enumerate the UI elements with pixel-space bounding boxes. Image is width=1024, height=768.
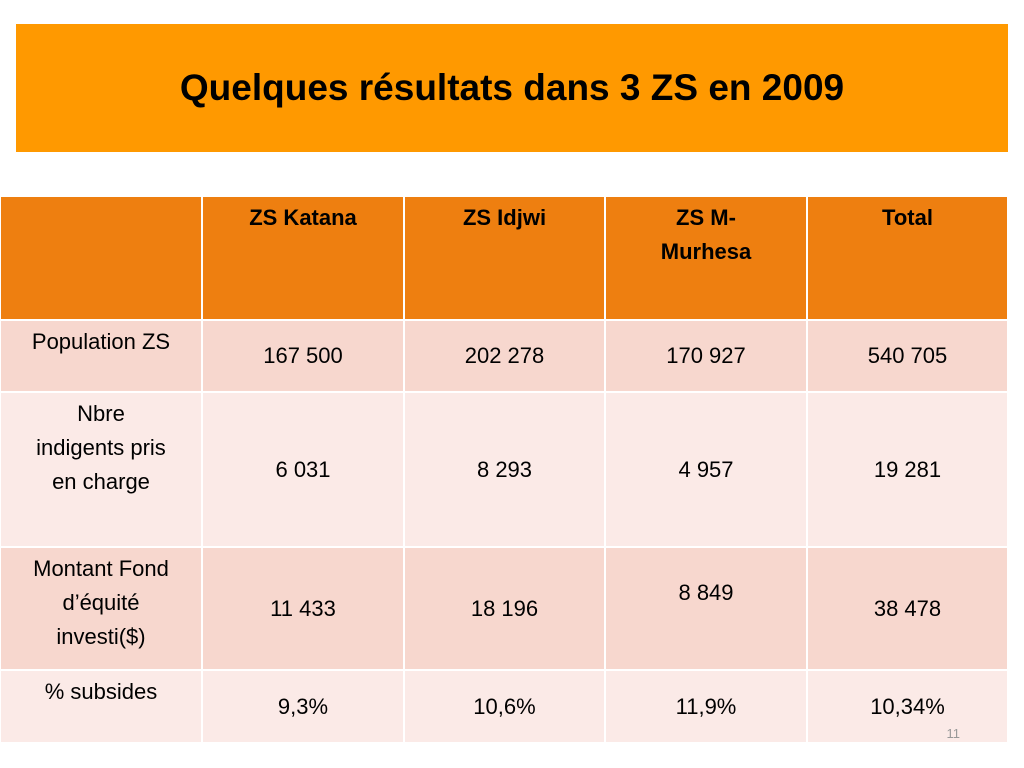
row-label: Nbre indigents pris en charge — [0, 392, 202, 547]
header-cell: Total — [807, 196, 1008, 320]
table-cell: 8 849 — [605, 547, 807, 670]
table-cell: 6 031 — [202, 392, 404, 547]
table-cell: 19 281 — [807, 392, 1008, 547]
title-banner: Quelques résultats dans 3 ZS en 2009 — [16, 24, 1008, 152]
table-cell: 10,6% — [404, 670, 605, 743]
table-cell: 167 500 — [202, 320, 404, 392]
row-label: Montant Fond d’équité investi($) — [0, 547, 202, 670]
table-cell: 202 278 — [404, 320, 605, 392]
results-table: ZS Katana ZS Idjwi ZS M- Murhesa Total Popul… — [0, 196, 1008, 743]
header-cell: ZS Katana — [202, 196, 404, 320]
slide-title: Quelques résultats dans 3 ZS en 2009 — [179, 67, 845, 108]
header-cell: ZS Idjwi — [404, 196, 605, 320]
table-cell: 38 478 — [807, 547, 1008, 670]
row-label: % subsides — [0, 670, 202, 743]
table-cell: 11 433 — [202, 547, 404, 670]
table-cell: 170 927 — [605, 320, 807, 392]
table-cell: 4 957 — [605, 392, 807, 547]
table-cell: 8 293 — [404, 392, 605, 547]
header-cell — [0, 196, 202, 320]
table-cell: 18 196 — [404, 547, 605, 670]
header-cell: ZS M- Murhesa — [605, 196, 807, 320]
page-number: 11 — [946, 726, 961, 741]
table-cell: 10,34% — [807, 670, 1008, 743]
table-cell: 9,3% — [202, 670, 404, 743]
row-label: Population ZS — [0, 320, 202, 392]
table-cell: 11,9% — [605, 670, 807, 743]
table-cell: 540 705 — [807, 320, 1008, 392]
